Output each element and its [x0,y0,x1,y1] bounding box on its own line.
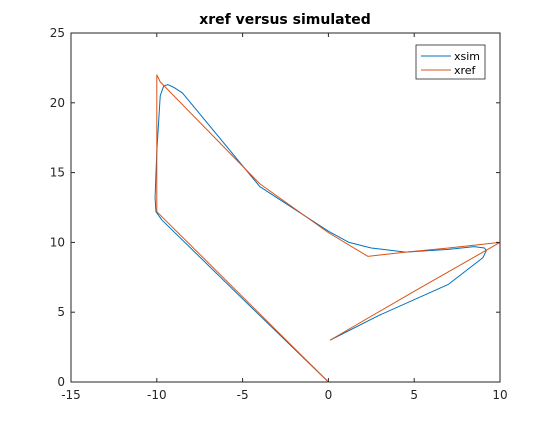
x-tick-label: 10 [492,388,507,402]
y-tick-label: 10 [50,235,65,249]
series-line-xsim [154,84,487,383]
x-tick-label: -10 [147,388,167,402]
series-line-xref [156,74,501,383]
y-tick-label: 5 [57,305,65,319]
tick-layer: -15 -10 -5 0 5 10 0 5 10 15 20 25 [50,26,508,402]
x-tick-label: -15 [61,388,81,402]
chart-title: xref versus simulated [199,12,371,28]
y-tick-label: 25 [50,26,65,40]
y-tick-label: 0 [57,375,65,389]
y-tick-label: 15 [50,166,65,180]
y-tick-label: 20 [50,96,65,110]
axes-frame [70,32,501,383]
x-tick-label: 5 [410,388,418,402]
plot-area: -15 -10 -5 0 5 10 0 5 10 15 20 25 [50,26,508,402]
legend-box [415,44,486,80]
x-tick-label: 0 [325,388,333,402]
legend-label-xsim: xsim [454,50,480,63]
legend-label-xref: xref [454,64,477,77]
series-layer [154,74,501,383]
x-tick-label: -5 [237,388,249,402]
legend: xsim xref [415,44,486,80]
